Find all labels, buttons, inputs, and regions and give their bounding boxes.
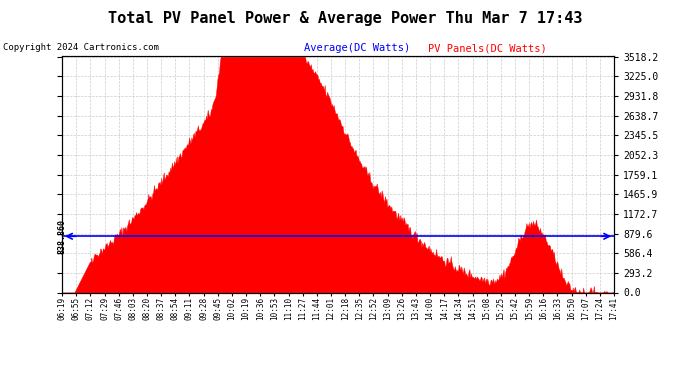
Text: Total PV Panel Power & Average Power Thu Mar 7 17:43: Total PV Panel Power & Average Power Thu…	[108, 11, 582, 26]
Text: Copyright 2024 Cartronics.com: Copyright 2024 Cartronics.com	[3, 43, 159, 52]
Text: 838.860: 838.860	[57, 219, 66, 254]
Text: PV Panels(DC Watts): PV Panels(DC Watts)	[428, 43, 546, 53]
Text: Average(DC Watts): Average(DC Watts)	[304, 43, 410, 53]
